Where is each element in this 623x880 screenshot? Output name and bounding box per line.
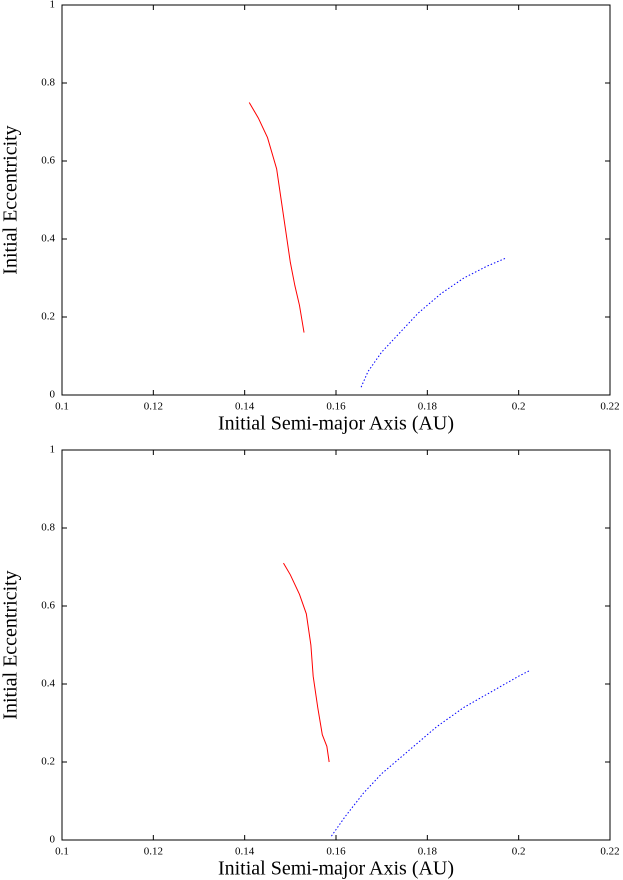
data-line xyxy=(283,562,330,763)
x-tick-label: 0.16 xyxy=(326,401,346,413)
x-axis-title: Initial Semi-major Axis (AU) xyxy=(218,858,454,880)
x-tick-label: 0.12 xyxy=(144,401,163,413)
x-tick-label: 0.18 xyxy=(418,401,438,413)
x-tick-label: 0.18 xyxy=(418,846,438,858)
y-tick-label: 0.8 xyxy=(41,522,55,534)
x-tick-label: 0.14 xyxy=(235,401,255,413)
x-tick-label: 0.1 xyxy=(55,401,69,413)
x-axis-title: Initial Semi-major Axis (AU) xyxy=(218,413,454,435)
y-tick-label: 1 xyxy=(50,0,56,11)
x-tick-label: 0.22 xyxy=(600,846,619,858)
x-tick-label: 0.14 xyxy=(235,846,255,858)
x-tick-label: 0.1 xyxy=(55,846,69,858)
plot-frame xyxy=(61,4,611,396)
y-tick-label: 0.2 xyxy=(41,311,55,323)
data-line xyxy=(248,102,305,333)
y-tick-label: 1 xyxy=(50,444,56,456)
y-tick-label: 0.2 xyxy=(41,756,55,768)
y-tick-label: 0.6 xyxy=(41,155,55,167)
y-tick-label: 0.4 xyxy=(41,678,55,690)
y-tick-label: 0.4 xyxy=(41,233,55,245)
x-tick-label: 0.12 xyxy=(144,846,163,858)
x-tick-label: 0.2 xyxy=(512,401,526,413)
plot-frame xyxy=(61,449,611,841)
y-tick-label: 0 xyxy=(50,834,56,846)
data-line xyxy=(331,669,531,837)
x-tick-label: 0.2 xyxy=(512,846,526,858)
y-tick-label: 0 xyxy=(50,389,56,401)
x-tick-label: 0.22 xyxy=(600,401,619,413)
y-tick-label: 0.8 xyxy=(41,77,55,89)
y-axis-title: Initial Eccentricity xyxy=(0,570,22,719)
x-tick-label: 0.16 xyxy=(326,846,346,858)
y-axis-title: Initial Eccentricity xyxy=(0,125,22,274)
data-line xyxy=(360,258,506,388)
y-tick-label: 0.6 xyxy=(41,600,55,612)
